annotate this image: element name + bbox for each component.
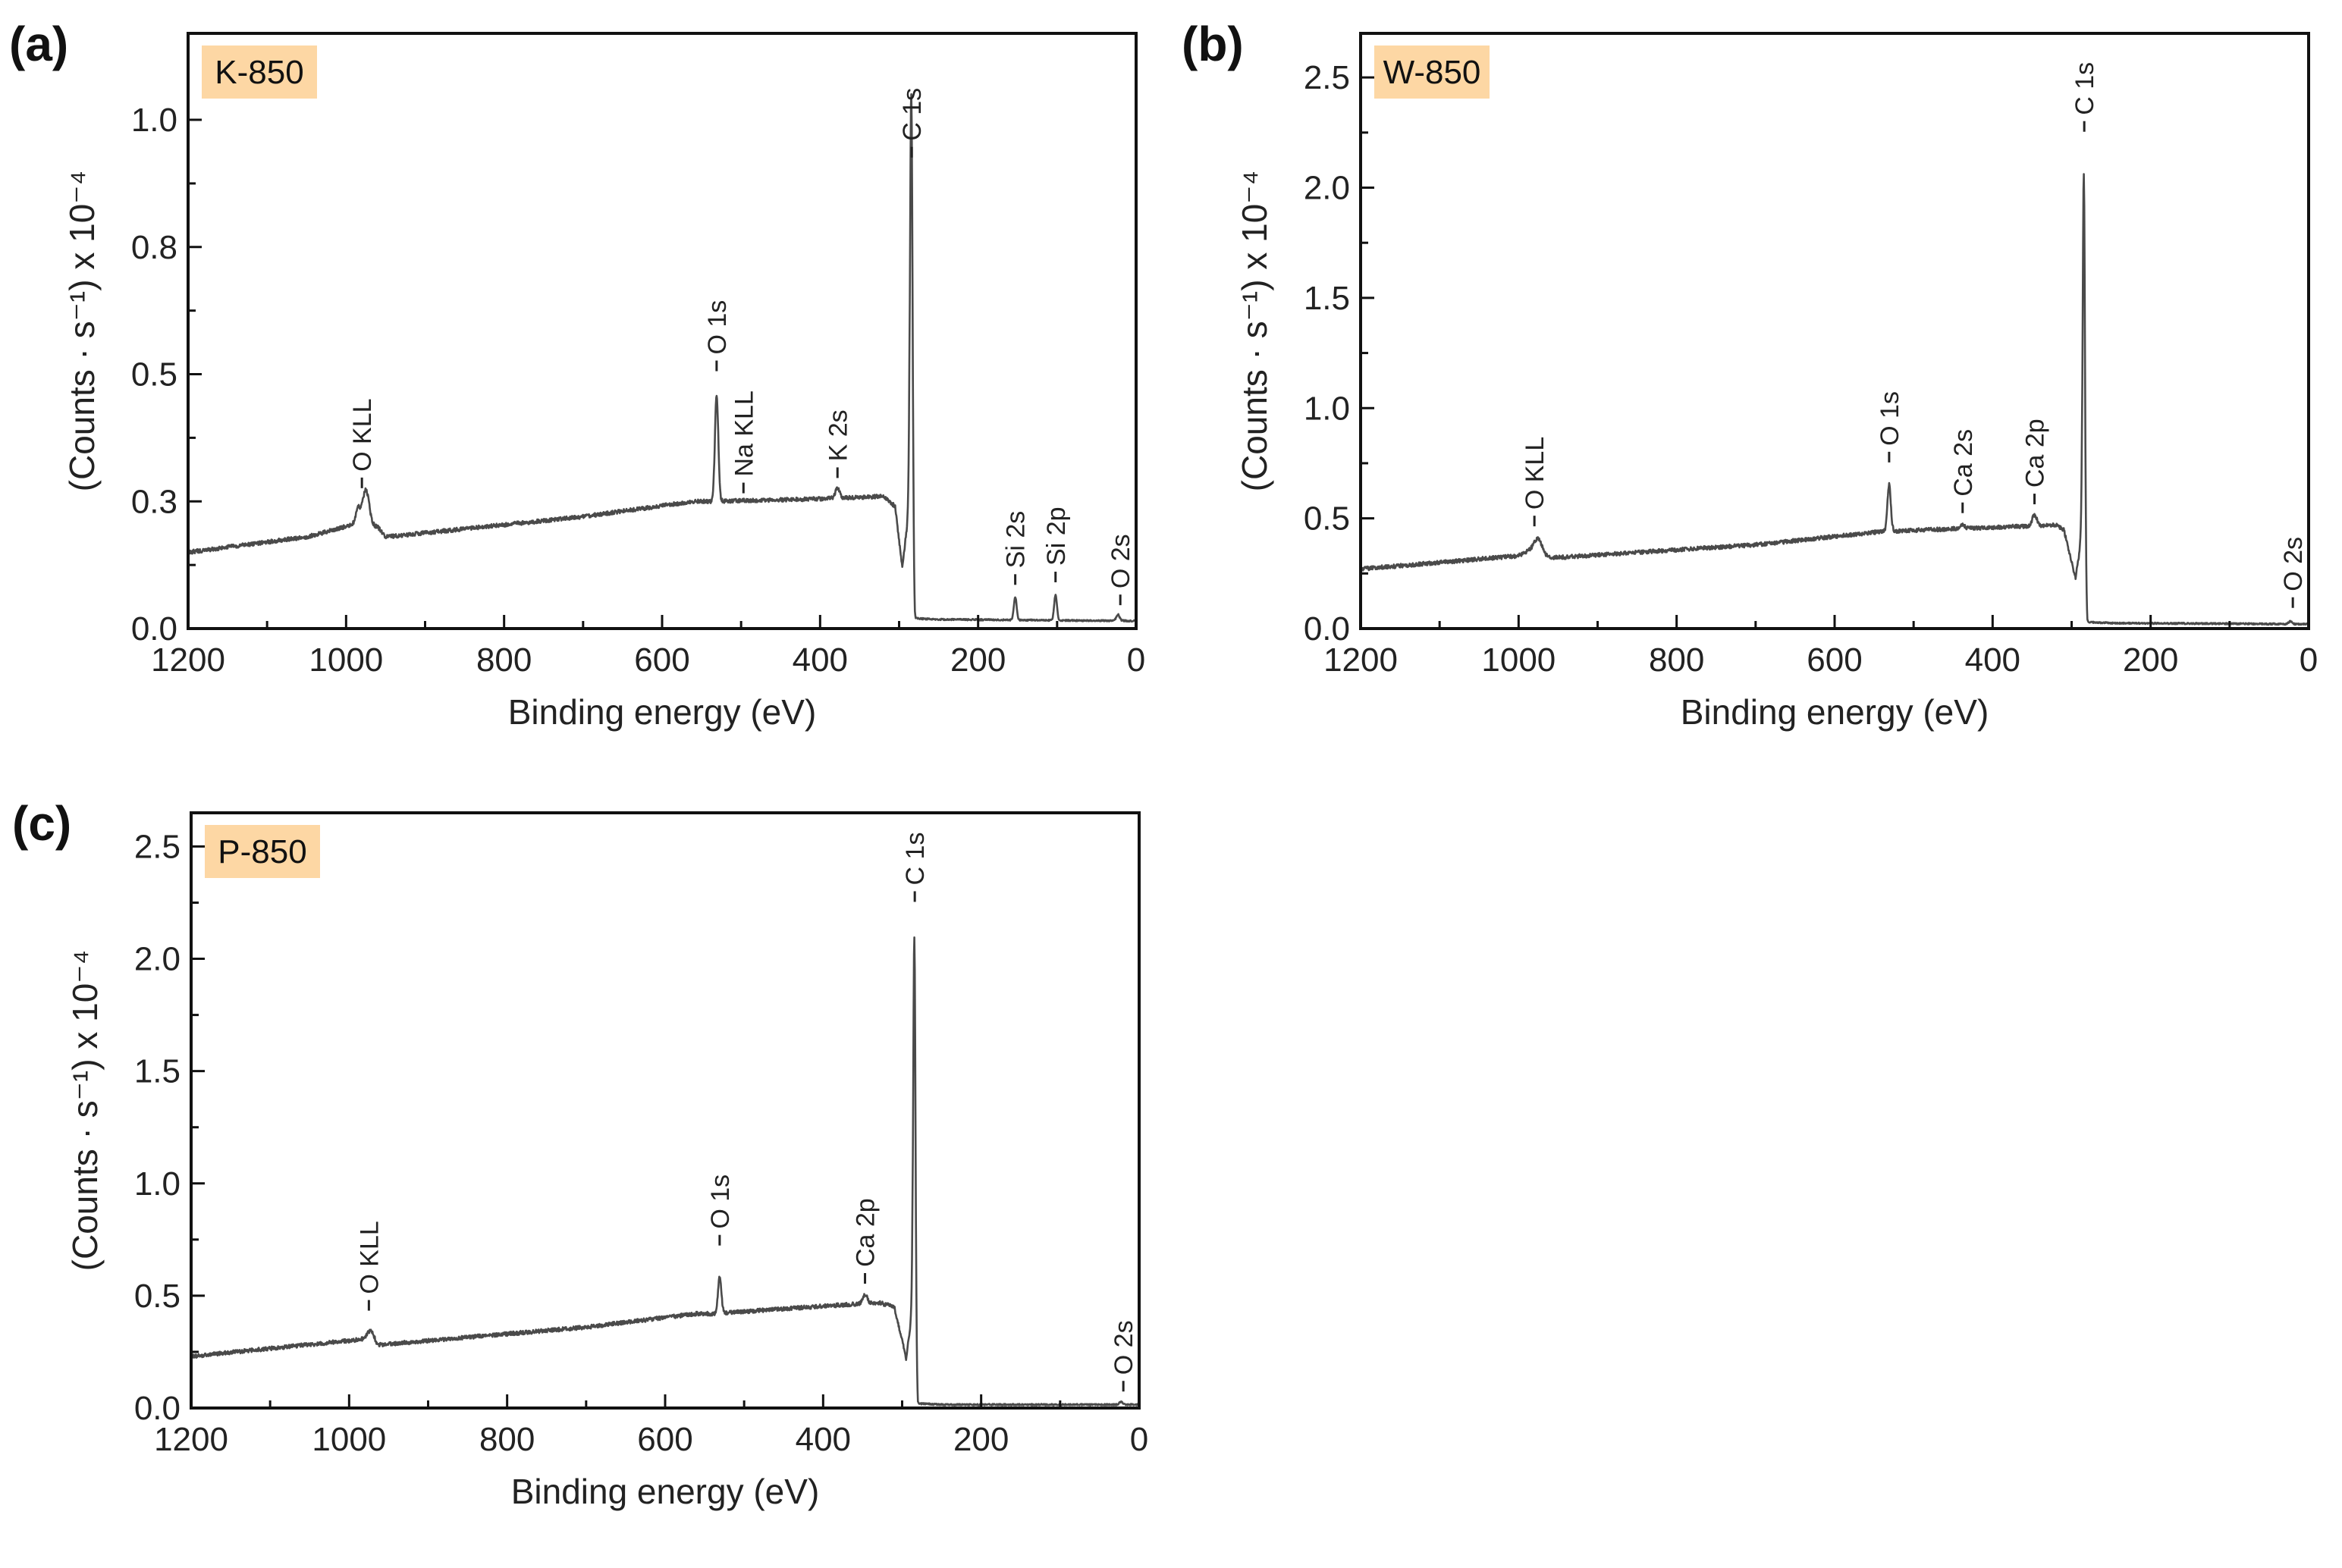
- spectrum-line: [187, 93, 1138, 623]
- sample-tag-label: K-850: [215, 54, 303, 91]
- x-tick-label: 0: [2300, 641, 2318, 679]
- peak-label: Si 2p: [1042, 506, 1071, 566]
- peak-label: K 2s: [824, 409, 852, 461]
- x-axis-title: Binding energy (eV): [1681, 692, 1989, 732]
- peak-label: O KLL: [348, 398, 377, 471]
- y-tick-label: 1.5: [134, 1053, 181, 1090]
- y-tick-label: 1.0: [1304, 390, 1350, 427]
- x-axis-title: Binding energy (eV): [511, 1472, 820, 1511]
- y-tick-label: 0.5: [131, 356, 177, 394]
- y-tick-label: 1.0: [134, 1165, 181, 1203]
- x-tick-label: 400: [1965, 641, 2020, 679]
- sample-tag-background: [1374, 45, 1490, 99]
- peak-label: Na KLL: [730, 390, 758, 476]
- peak-label: O 2s: [1107, 534, 1135, 588]
- x-tick-label: 0: [1127, 641, 1145, 679]
- peak-label: O 1s: [706, 1174, 735, 1229]
- peak-label: Si 2s: [1002, 511, 1031, 569]
- peak-label: Ca 2s: [1949, 429, 1978, 497]
- x-tick-label: 1200: [151, 641, 225, 679]
- peak-label: C 1s: [2070, 62, 2099, 115]
- y-axis-title: (Counts · s⁻¹) x 10⁻⁴: [62, 171, 102, 492]
- sample-tag-background: [205, 825, 320, 878]
- y-tick-label: 2.0: [1304, 170, 1350, 207]
- peak-label: O 2s: [1110, 1320, 1138, 1375]
- x-tick-label: 800: [479, 1421, 535, 1458]
- peak-label: O KLL: [355, 1221, 384, 1294]
- spectrum-line: [1360, 173, 2309, 626]
- y-axis-title: (Counts · s⁻¹) x 10⁻⁴: [65, 950, 105, 1272]
- panel-letter: (a): [9, 17, 68, 71]
- panel-letter: (b): [1182, 17, 1244, 71]
- x-tick-label: 1200: [1323, 641, 1398, 679]
- y-tick-label: 2.5: [1304, 59, 1350, 96]
- peak-label: O 1s: [1876, 391, 1904, 446]
- x-tick-label: 400: [796, 1421, 851, 1458]
- x-tick-label: 200: [2123, 641, 2178, 679]
- panel-b-chart: (b) W-850 1200 1000 800 600 400 200 0 0.0 0.5 1.0 1.…: [1182, 17, 2318, 732]
- plot-frame: [1359, 32, 2310, 630]
- x-tick-label: 1000: [309, 641, 383, 679]
- x-tick-label: 200: [953, 1421, 1009, 1458]
- peak-label: Ca 2p: [852, 1198, 881, 1267]
- y-tick-label: 0.3: [131, 483, 177, 520]
- x-tick-label: 200: [950, 641, 1006, 679]
- peak-label: C 1s: [901, 833, 930, 886]
- x-tick-label: 600: [637, 1421, 692, 1458]
- y-tick-label: 0.5: [134, 1278, 181, 1315]
- peak-label: O 2s: [2279, 537, 2308, 591]
- x-tick-label: 1200: [154, 1421, 228, 1458]
- plot-frame: [187, 32, 1138, 630]
- sample-tag-background: [202, 45, 317, 99]
- peak-label: O KLL: [1521, 437, 1549, 510]
- sample-tag-label: W-850: [1383, 54, 1481, 91]
- peak-label: C 1s: [898, 88, 927, 141]
- y-tick-label: 2.0: [134, 941, 181, 978]
- sample-tag-label: P-850: [218, 833, 306, 870]
- y-tick-label: 1.5: [1304, 280, 1350, 317]
- y-axis-title: (Counts · s⁻¹) x 10⁻⁴: [1235, 171, 1274, 492]
- panel-letter: (c): [12, 796, 71, 851]
- y-tick-label: 1.0: [131, 102, 177, 139]
- x-axis-title: Binding energy (eV): [508, 692, 817, 732]
- peak-label: O 1s: [703, 300, 732, 355]
- y-tick-label: 0.0: [134, 1390, 181, 1427]
- panel-a-chart: (a) K-850 1200 1000 800 600 400 200 0 0.0 0.3 0.5 0.…: [9, 17, 1145, 732]
- y-tick-label: 0.8: [131, 229, 177, 266]
- spectrum-line: [190, 936, 1140, 1406]
- x-tick-label: 1000: [312, 1421, 386, 1458]
- x-tick-label: 800: [476, 641, 532, 679]
- x-tick-label: 600: [1807, 641, 1862, 679]
- y-tick-label: 2.5: [134, 828, 181, 865]
- x-tick-label: 1000: [1481, 641, 1556, 679]
- x-tick-label: 0: [1130, 1421, 1148, 1458]
- x-tick-label: 400: [793, 641, 848, 679]
- panel-c-chart: (c) P-850 1200 1000 800 600 400 200 0 0.0 0.5 1.0 1.…: [12, 796, 1148, 1511]
- y-tick-label: 0.0: [131, 610, 177, 648]
- x-tick-label: 600: [634, 641, 689, 679]
- peak-label: Ca 2p: [2021, 419, 2050, 488]
- y-tick-label: 0.0: [1304, 610, 1350, 648]
- x-tick-label: 800: [1649, 641, 1704, 679]
- y-tick-label: 0.5: [1304, 500, 1350, 538]
